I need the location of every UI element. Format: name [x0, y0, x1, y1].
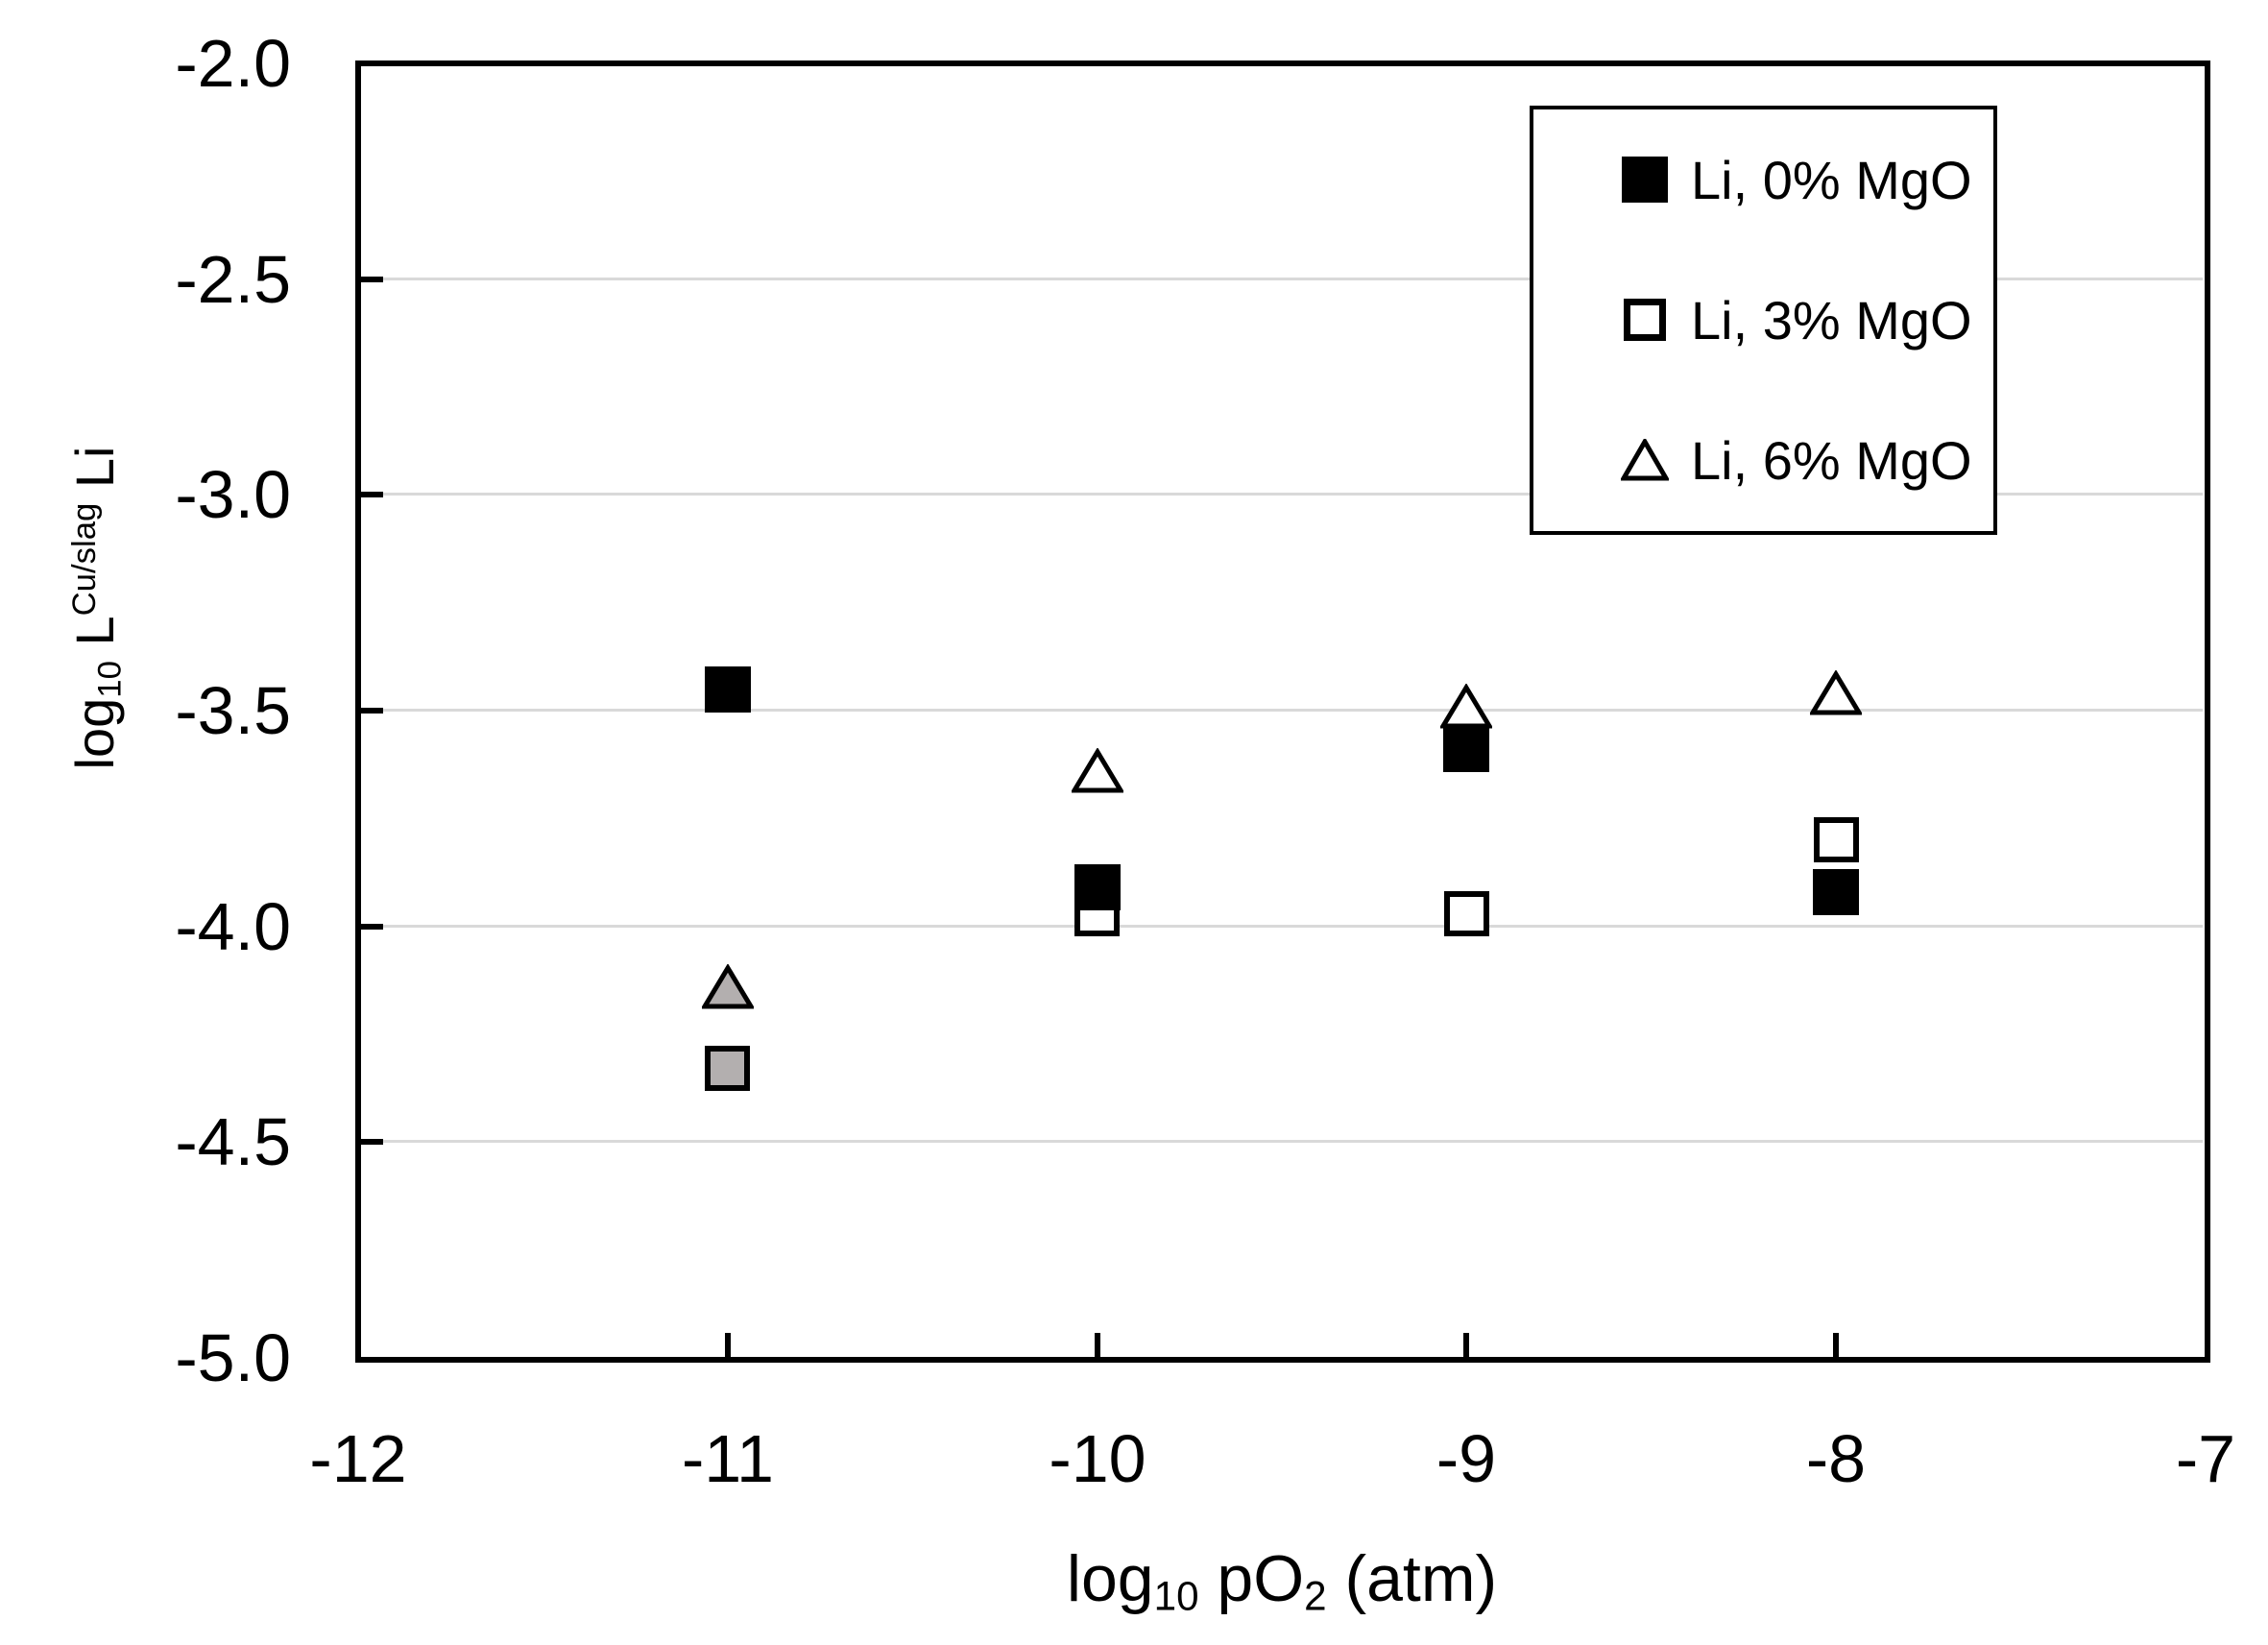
- legend: Li, 0% MgO Li, 3% MgO Li, 6% MgO: [1530, 106, 1997, 535]
- data-point-gray-square-x-11: [705, 1046, 750, 1091]
- y-axis-tick--3.0: [361, 492, 383, 497]
- y-tick-label--2.0: -2.0: [175, 26, 291, 101]
- y-axis-title: log10 LCu/slag Li: [44, 272, 129, 944]
- legend-item-2: Li, 6% MgO: [1533, 390, 1993, 530]
- x-tick-label--9: -9: [1436, 1421, 1497, 1496]
- x-axis-title: log10 pO2 (atm): [802, 1538, 1762, 1636]
- x-tick-label--11: -11: [682, 1421, 774, 1496]
- x-axis-tick--9: [1463, 1333, 1469, 1358]
- legend-marker-triangle-icon: [1618, 439, 1672, 481]
- x-axis-tick--10: [1095, 1333, 1100, 1358]
- data-point-filled-square-x-8: [1813, 869, 1859, 915]
- y-tick-label--2.5: -2.5: [175, 242, 291, 317]
- gridline-y--2.5: [361, 278, 2203, 280]
- x-tick-label--12: -12: [309, 1421, 407, 1496]
- legend-marker-filled-square-icon: [1618, 157, 1672, 203]
- legend-item-1: Li, 3% MgO: [1533, 250, 1993, 390]
- x-title-log: log: [1066, 1542, 1154, 1615]
- y-axis-tick--2.5: [361, 277, 383, 282]
- data-point-filled-square-x-10: [1074, 864, 1121, 910]
- x-axis-tick--8: [1833, 1333, 1839, 1358]
- y-tick-label--4.5: -4.5: [175, 1104, 291, 1179]
- y-tick-label--5.0: -5.0: [175, 1320, 291, 1395]
- x-title-sub10: 10: [1153, 1573, 1199, 1619]
- data-point-triangle-x-9: [1440, 684, 1492, 729]
- y-tick-label--3.5: -3.5: [175, 673, 291, 748]
- y-axis-tick--3.5: [361, 708, 383, 714]
- y-title-L: L: [64, 616, 126, 662]
- data-point-gray-triangle-x-11: [702, 964, 754, 1009]
- x-title-po: pO: [1198, 1542, 1305, 1615]
- legend-marker-open-square-icon: [1618, 299, 1672, 341]
- gridline-y--3.5: [361, 709, 2203, 712]
- x-axis-tick--11: [725, 1333, 731, 1358]
- x-tick-label--10: -10: [1049, 1421, 1146, 1496]
- data-point-filled-square-x-11: [705, 666, 751, 713]
- data-point-open-square-x-9: [1444, 891, 1489, 936]
- data-point-triangle-x-10: [1072, 748, 1123, 793]
- data-point-filled-square-x-9: [1443, 726, 1489, 772]
- legend-item-0: Li, 0% MgO: [1533, 109, 1993, 250]
- y-axis-tick--4.0: [361, 924, 383, 930]
- plot-area: [355, 60, 2210, 1363]
- x-tick-label--7: -7: [2175, 1421, 2236, 1496]
- y-tick-label--3.0: -3.0: [175, 457, 291, 532]
- gridline-y--4: [361, 925, 2203, 928]
- x-tick-label--8: -8: [1805, 1421, 1867, 1496]
- gridline-y--4.5: [361, 1140, 2203, 1143]
- y-axis-tick--4.5: [361, 1139, 383, 1145]
- data-point-triangle-x-8: [1810, 670, 1862, 715]
- x-title-sub2: 2: [1304, 1573, 1327, 1619]
- legend-label: Li, 6% MgO: [1691, 429, 1972, 491]
- legend-label: Li, 3% MgO: [1691, 289, 1972, 351]
- legend-label: Li, 0% MgO: [1691, 149, 1972, 210]
- data-point-open-square-x-8: [1814, 817, 1859, 862]
- gridline-y--3: [361, 493, 2203, 496]
- x-title-atm: (atm): [1326, 1542, 1498, 1615]
- y-tick-label--4.0: -4.0: [175, 889, 291, 964]
